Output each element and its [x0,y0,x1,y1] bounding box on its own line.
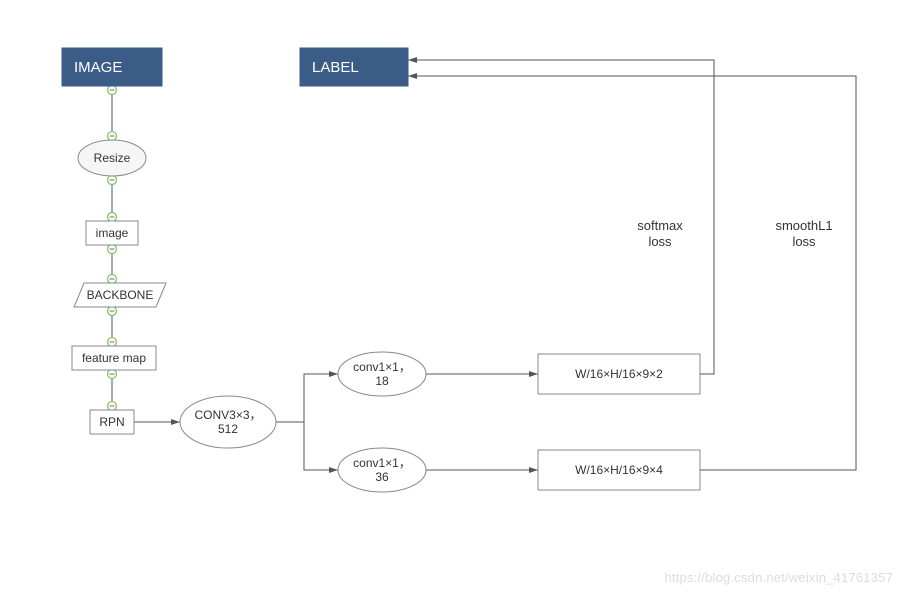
node-backbone: BACKBONE [74,283,166,307]
node-label: RPN [99,415,124,429]
node-conv1_36: conv1×1，36 [338,448,426,492]
node-label: conv1×1， [353,456,411,470]
node-resize: Resize [78,140,146,176]
node-label: BACKBONE [87,288,154,302]
node-label: feature map [82,351,146,365]
diagram-canvas: IMAGE LABEL Resize image BACKBONE feature map… [0,0,905,593]
node-label: W/16×H/16×9×2 [575,367,663,381]
node-label: conv1×1， [353,360,411,374]
node-label: W/16×H/16×9×4 [575,463,663,477]
node-label: CONV3×3， [194,408,261,422]
edge-label: smoothL1 [775,218,832,233]
node-feature_map: feature map [72,346,156,370]
edge [276,374,338,422]
node-label: image [96,226,129,240]
edge-label: loss [792,234,816,249]
edge [408,76,856,470]
node-label: LABEL [312,59,359,76]
edge-label: softmax [637,218,683,233]
node-image_box: image [86,221,138,245]
watermark: https://blog.csdn.net/weixin_41761357 [664,570,893,585]
node-rpn: RPN [90,410,134,434]
node-image_hdr: IMAGE [62,48,162,86]
node-label_hdr: LABEL [300,48,408,86]
edge-label: loss [648,234,672,249]
node-out_bot: W/16×H/16×9×4 [538,450,700,490]
node-conv1_18: conv1×1，18 [338,352,426,396]
edge [408,60,714,374]
node-out_top: W/16×H/16×9×2 [538,354,700,394]
node-label: 18 [375,374,389,388]
node-label: Resize [94,151,131,165]
node-label: IMAGE [74,59,122,76]
node-conv3: CONV3×3，512 [180,396,276,448]
node-label: 36 [375,470,389,484]
node-label: 512 [218,422,238,436]
edge [276,422,338,470]
